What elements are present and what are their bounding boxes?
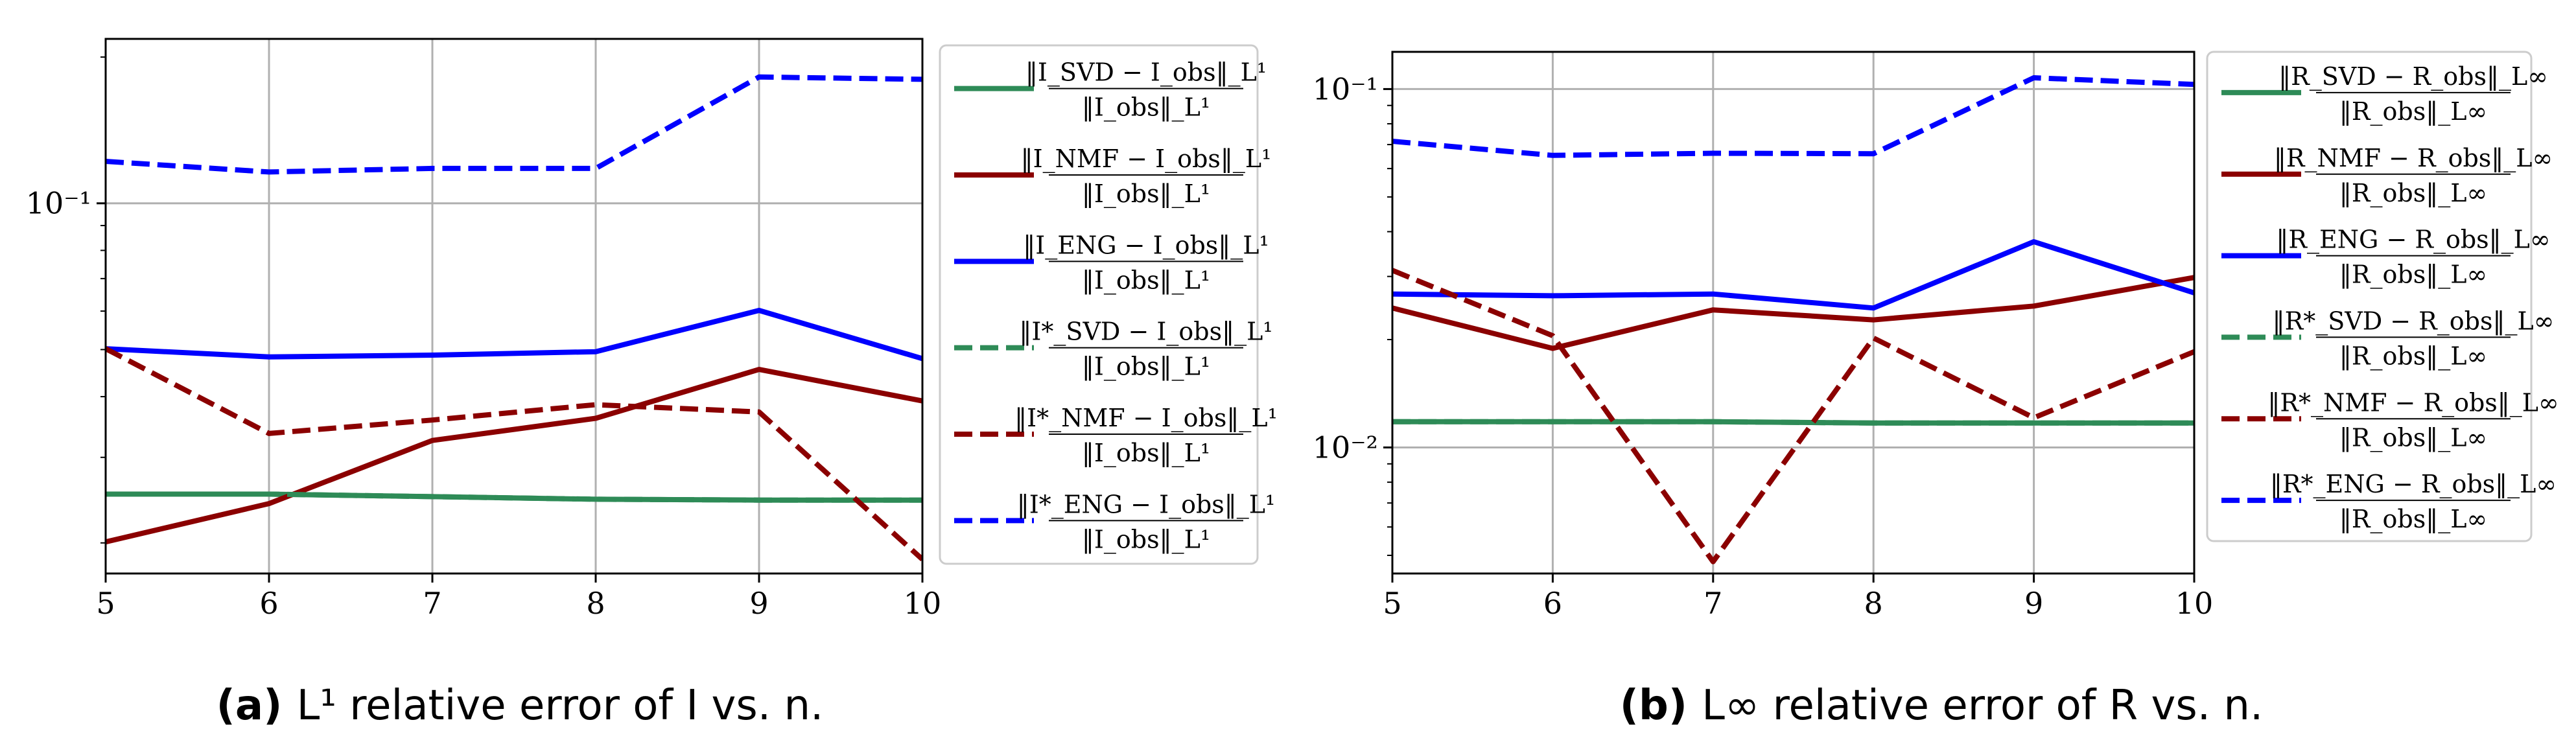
series-line-3: [106, 308, 922, 362]
x-tick-label: 8: [1864, 586, 1883, 621]
legend-label-den: ‖I_obs‖_L¹: [1082, 180, 1210, 209]
caption-label: (b): [1620, 682, 1702, 730]
panel-b: 5 6 7 8 9 10 10⁻¹ 10⁻² ‖R_SVD − R_obs‖_L∞ ‖R_obs‖…: [1313, 51, 2559, 730]
legend-label-num: ‖R_NMF − R_obs‖_L∞: [2274, 144, 2553, 173]
legend-label-den: ‖I_obs‖_L¹: [1082, 525, 1210, 554]
legend-label-num: ‖I*_ENG − I_obs‖_L¹: [1017, 490, 1276, 519]
legend-label-den: ‖R_obs‖_L∞: [2339, 423, 2487, 452]
x-tick-label: 10: [2175, 586, 2214, 621]
caption: (a) L¹ relative error of I vs. n.: [217, 682, 824, 730]
x-tick-label: 8: [586, 586, 605, 621]
series-line-5: [106, 346, 922, 562]
x-tick-label: 5: [96, 586, 115, 621]
legend-label-den: ‖R_obs‖_L∞: [2339, 261, 2487, 290]
legend-label-den: ‖I_obs‖_L¹: [1082, 266, 1210, 295]
legend-label-den: ‖I_obs‖_L¹: [1082, 353, 1210, 382]
x-tick-label: 6: [259, 586, 278, 621]
series-line-1: [106, 491, 922, 503]
caption-label: (a): [217, 682, 297, 730]
series-line-5: [1392, 268, 2194, 564]
series-line-6: [106, 74, 922, 175]
plot-frame: [104, 38, 924, 575]
legend-label-num: ‖I_ENG − I_obs‖_L¹: [1023, 231, 1269, 260]
y-tick-label: 10⁻¹: [1313, 71, 1378, 106]
legend-label-den: ‖R_obs‖_L∞: [2339, 179, 2487, 208]
x-tick-label: 9: [749, 586, 768, 621]
series-line-2: [1392, 275, 2194, 351]
legend-label-den: ‖R_obs‖_L∞: [2339, 97, 2487, 126]
legend-label-num: ‖I*_SVD − I_obs‖_L¹: [1019, 318, 1272, 347]
legend-label-num: ‖R*_NMF − R_obs‖_L∞: [2267, 388, 2558, 417]
legend-label-num: ‖R*_SVD − R_obs‖_L∞: [2273, 307, 2555, 336]
plot-frame: [1391, 51, 2195, 575]
series-line-4: [1392, 419, 2194, 426]
legend-label-den: ‖R_obs‖_L∞: [2339, 505, 2487, 534]
series-line-6: [1392, 75, 2194, 158]
series-group: [106, 74, 922, 562]
series-line-2: [106, 367, 922, 545]
legend-label-num: ‖R*_ENG − R_obs‖_L∞: [2270, 470, 2557, 499]
legend-label-den: ‖I_obs‖_L¹: [1082, 439, 1210, 468]
legend-label-den: ‖R_obs‖_L∞: [2339, 342, 2487, 371]
caption-text: L∞ relative error of R vs. n.: [1702, 682, 2263, 730]
caption: (b) L∞ relative error of R vs. n.: [1620, 682, 2264, 730]
y-tick-label: 10⁻²: [1313, 430, 1378, 465]
caption-text: L¹ relative error of I vs. n.: [297, 682, 824, 730]
x-tick-label: 6: [1543, 586, 1562, 621]
legend-label-num: ‖R_SVD − R_obs‖_L∞: [2278, 62, 2548, 91]
legend-label-num: ‖I_NMF − I_obs‖_L¹: [1021, 145, 1272, 174]
x-tick-label: 7: [1704, 586, 1722, 621]
series-group: [1392, 75, 2194, 564]
series-line-3: [1392, 239, 2194, 311]
legend-label-num: ‖I_SVD − I_obs‖_L¹: [1025, 58, 1267, 87]
x-tick-label: 5: [1383, 586, 1401, 621]
panel-a: 5 6 7 8 9 10 10⁻¹ ‖I_SVD − I_obs‖_L¹ ‖I_obs‖_L¹ ‖…: [26, 38, 1278, 730]
legend-box: [939, 44, 1259, 565]
x-tick-label: 10: [904, 586, 942, 621]
y-tick-label: 10⁻¹: [26, 186, 91, 221]
legend-label-num: ‖R_ENG − R_obs‖_L∞: [2276, 226, 2550, 255]
legend-label-num: ‖I*_NMF − I_obs‖_L¹: [1014, 404, 1278, 433]
series-line-4: [106, 491, 922, 503]
legend-label-den: ‖I_obs‖_L¹: [1082, 93, 1210, 122]
x-tick-label: 9: [2024, 586, 2043, 621]
x-tick-label: 7: [423, 586, 441, 621]
